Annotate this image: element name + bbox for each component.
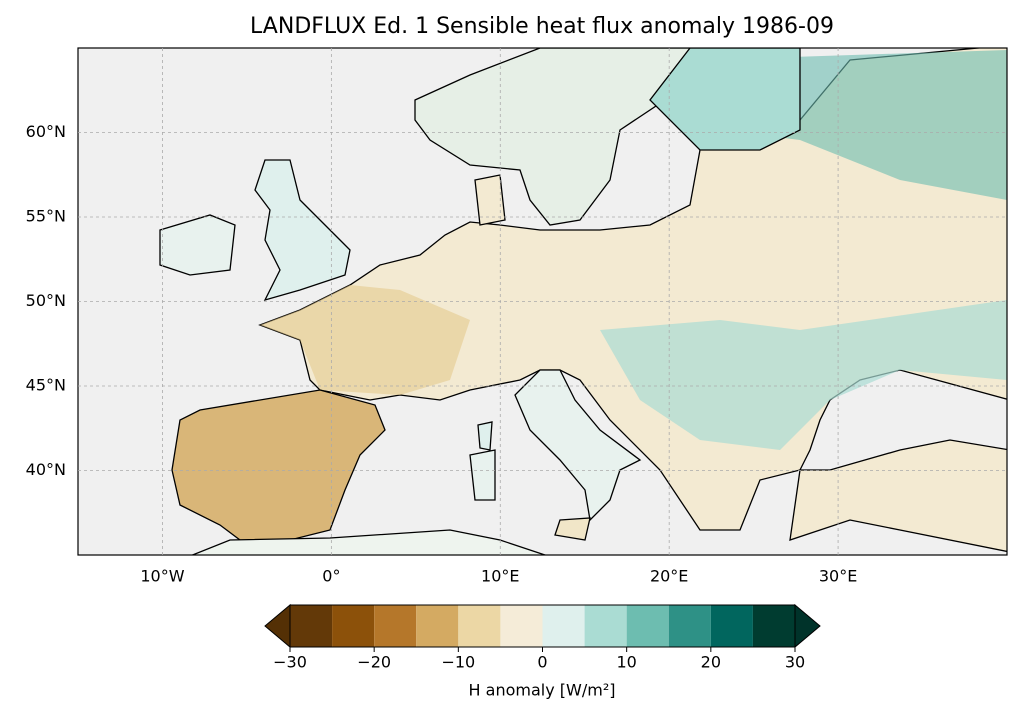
- colorbar-segment: [542, 605, 585, 647]
- x-tick-label: 10°E: [481, 567, 519, 586]
- colorbar-segment: [584, 605, 627, 647]
- colorbar-extend-high: [794, 603, 821, 649]
- brown-region: [260, 285, 470, 395]
- colorbar-tick-label: −10: [441, 653, 475, 672]
- sicily: [554, 517, 591, 541]
- britain: [254, 159, 351, 302]
- x-tick-label: 0°: [322, 567, 340, 586]
- ireland: [159, 214, 236, 276]
- x-tick-label: 20°E: [650, 567, 688, 586]
- x-tick-label: 30°E: [819, 567, 857, 586]
- colorbar-tick-label: 20: [701, 653, 721, 672]
- corsica: [477, 421, 493, 451]
- turkey: [789, 439, 1007, 553]
- colorbar-segment: [458, 605, 501, 647]
- colorbar-tick-label: 10: [616, 653, 636, 672]
- colorbar-tick-label: −30: [273, 653, 307, 672]
- colorbar-segment: [374, 605, 417, 647]
- colorbar-segment: [290, 605, 333, 647]
- colorbar-extend-low: [264, 603, 291, 649]
- y-tick-label: 60°N: [26, 122, 66, 141]
- y-tick-label: 45°N: [26, 376, 66, 395]
- denmark: [474, 174, 506, 226]
- x-tick-label: 10°W: [140, 567, 184, 586]
- sardinia: [469, 449, 496, 501]
- colorbar-segment: [626, 605, 669, 647]
- colorbar-segment: [668, 605, 711, 647]
- colorbar-tick-label: −20: [357, 653, 391, 672]
- teal-region: [600, 300, 1007, 450]
- colorbar-segment: [752, 605, 795, 647]
- colorbar-segment: [332, 605, 375, 647]
- y-tick-label: 55°N: [26, 207, 66, 226]
- colorbar-segment: [710, 605, 753, 647]
- map-title: LANDFLUX Ed. 1 Sensible heat flux anomal…: [250, 14, 834, 39]
- y-tick-label: 40°N: [26, 460, 66, 479]
- y-tick-label: 50°N: [26, 291, 66, 310]
- finland: [649, 48, 801, 151]
- colorbar-tick-label: 30: [785, 653, 805, 672]
- italy: [514, 369, 642, 522]
- colorbar-label: H anomaly [W/m²]: [469, 681, 616, 700]
- colorbar-segment: [500, 605, 543, 647]
- scandinavia: [414, 48, 701, 226]
- colorbar-segment: [416, 605, 459, 647]
- colorbar-tick-label: 0: [537, 653, 547, 672]
- africa: [190, 529, 548, 555]
